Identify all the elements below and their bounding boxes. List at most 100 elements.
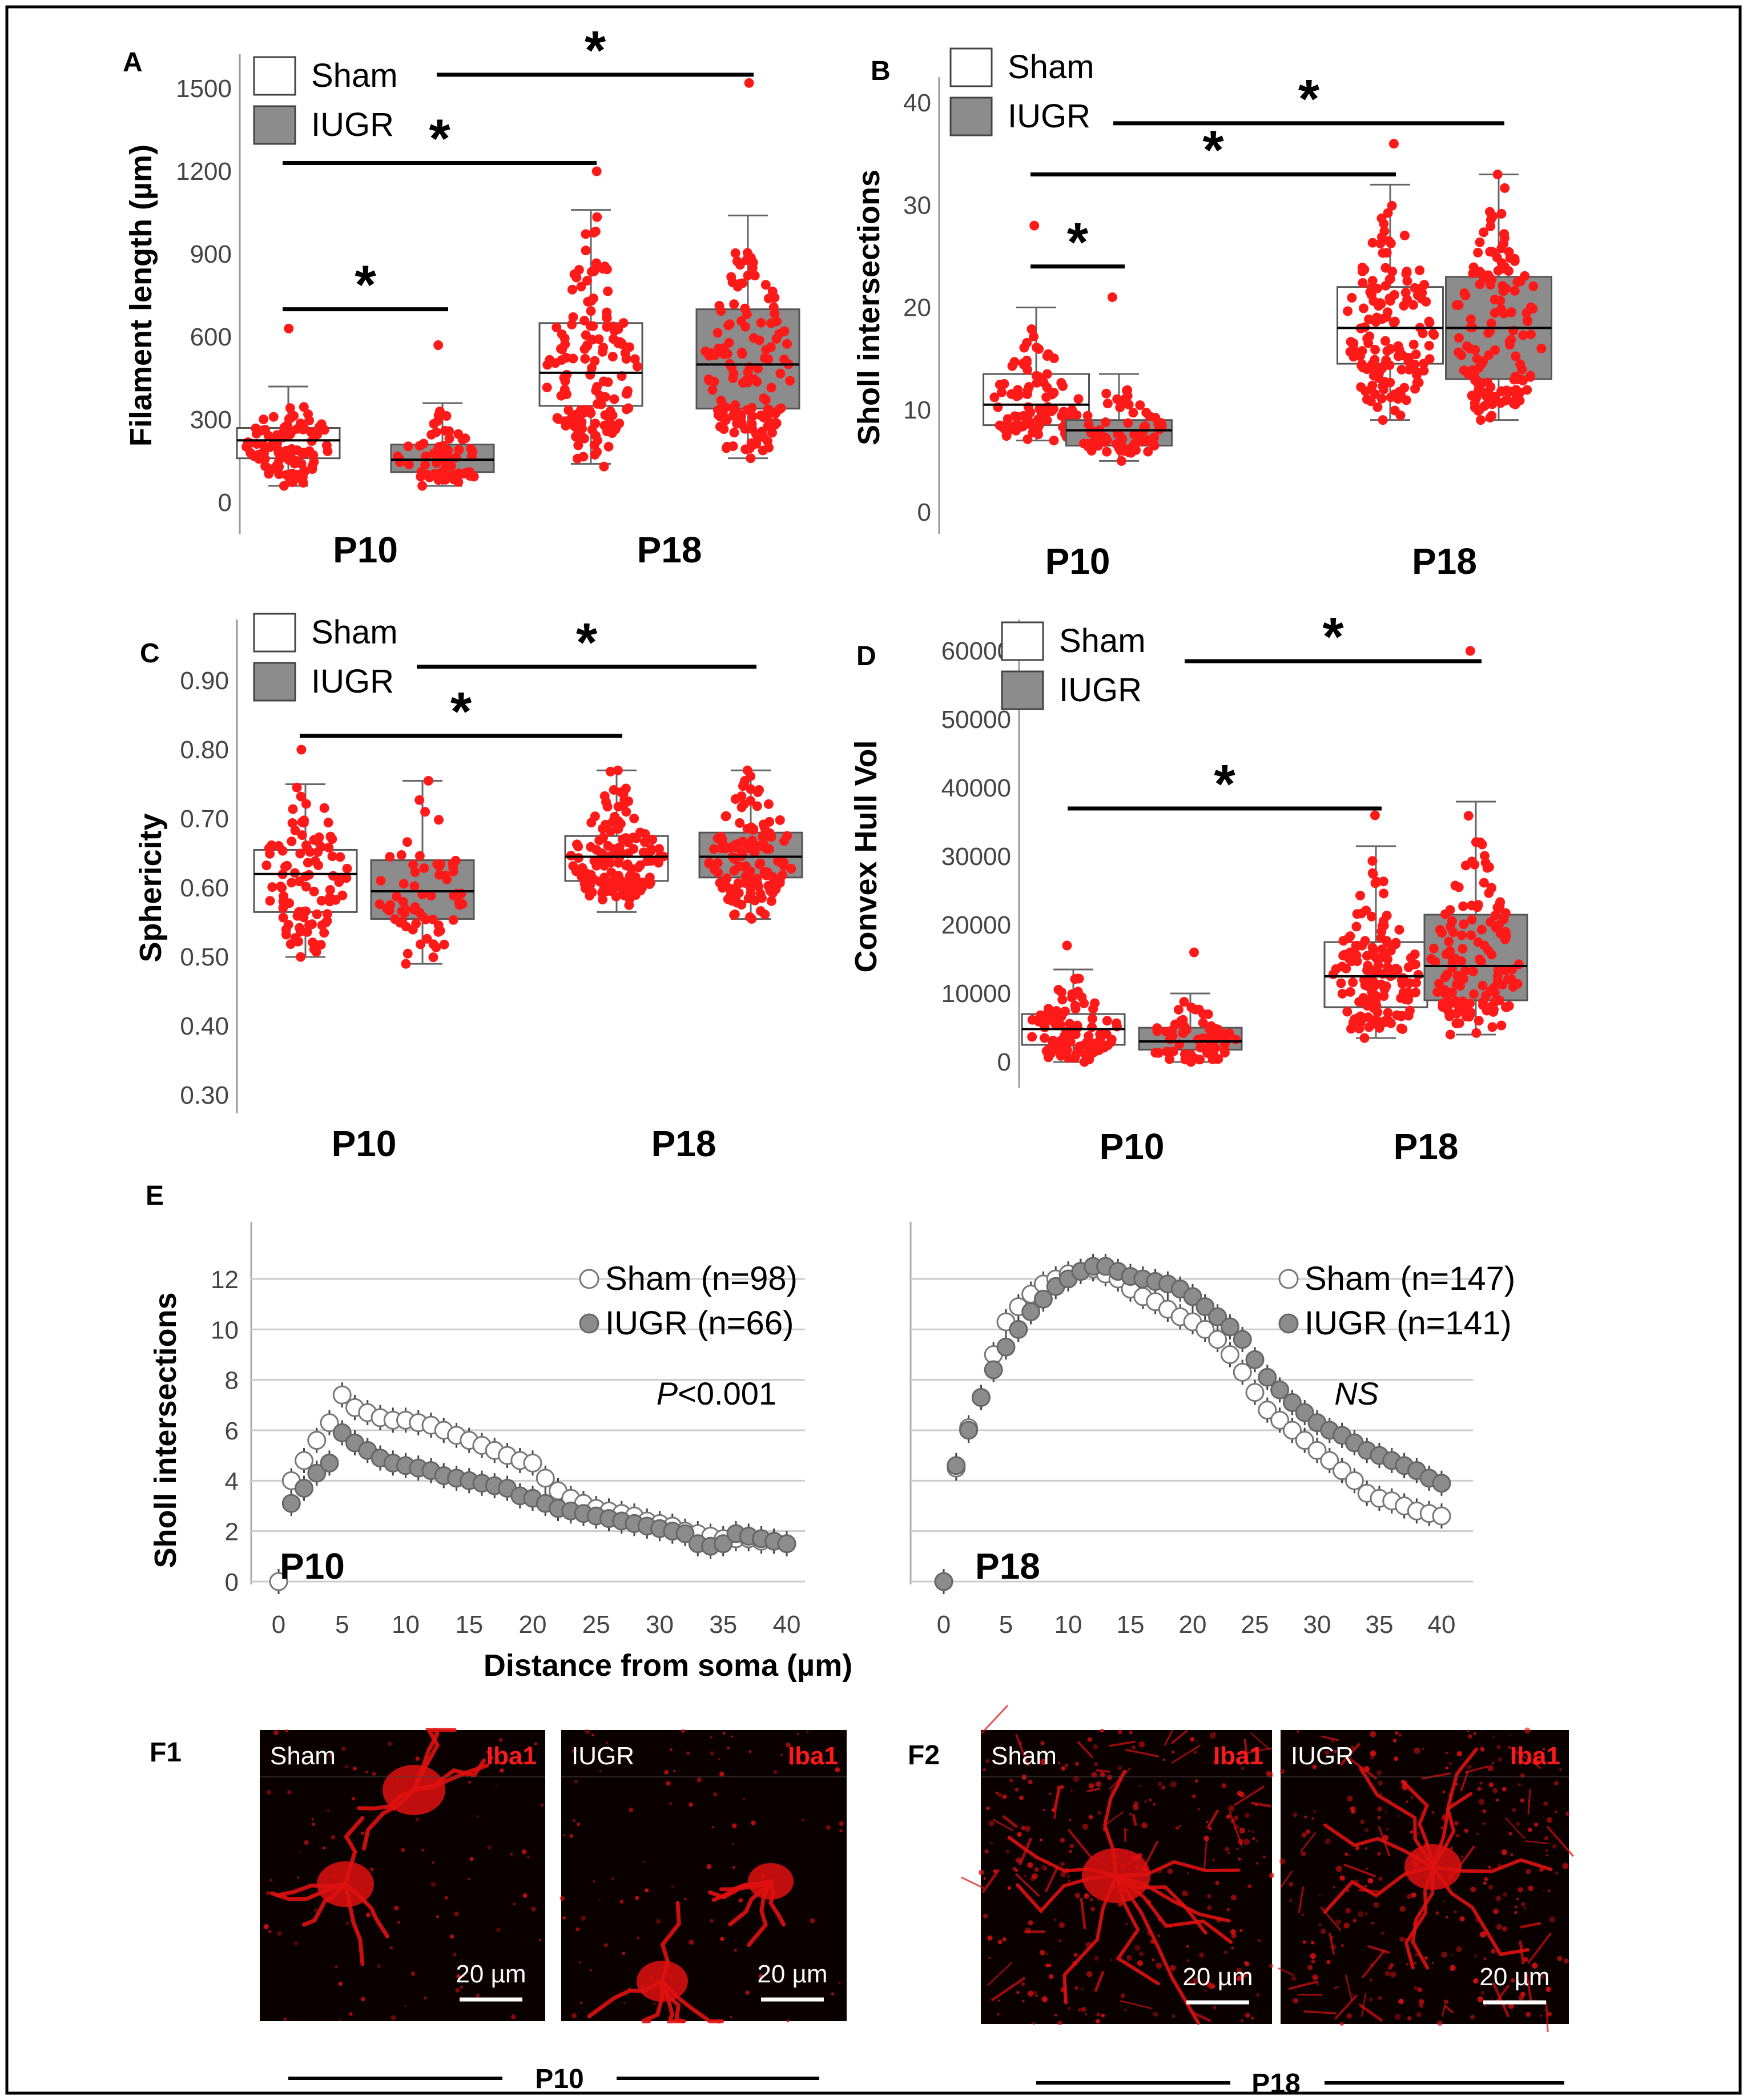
- speck: [706, 1864, 712, 1869]
- data-point: [1466, 314, 1476, 324]
- y-tick-label: 0.80: [180, 736, 229, 764]
- data-point: [1345, 931, 1355, 942]
- speck: [1296, 1729, 1300, 1733]
- data-point: [716, 306, 726, 316]
- data-point: [1496, 208, 1507, 219]
- data-point: [605, 766, 615, 777]
- speck: [1088, 1783, 1094, 1789]
- speck: [1333, 1749, 1337, 1753]
- speck: [1242, 1972, 1248, 1978]
- data-point: [1411, 987, 1421, 997]
- speck: [575, 1927, 580, 1932]
- data-point: [577, 424, 587, 434]
- speck: [1212, 1859, 1215, 1861]
- data-point: [754, 785, 764, 795]
- speck: [1552, 1844, 1557, 1849]
- speck: [1380, 1792, 1382, 1795]
- speck: [487, 1845, 492, 1850]
- data-point: [725, 891, 735, 902]
- data-point: [586, 870, 596, 880]
- data-point: [449, 474, 459, 485]
- data-point: [756, 317, 766, 328]
- data-point: [971, 1388, 991, 1407]
- data-point: [1418, 328, 1428, 339]
- process: [1001, 1815, 1018, 1828]
- speck: [1473, 1978, 1479, 1984]
- data-point: [260, 425, 271, 435]
- speck: [1213, 1760, 1218, 1765]
- speck: [1398, 1734, 1402, 1737]
- speck: [1289, 1881, 1294, 1887]
- speck: [1106, 1775, 1113, 1780]
- data-point: [420, 915, 430, 925]
- data-point: [771, 333, 782, 344]
- speck: [1016, 1990, 1020, 1994]
- speck: [1325, 1750, 1330, 1755]
- data-point: [1024, 416, 1034, 426]
- data-point: [1077, 992, 1087, 1002]
- data-point: [285, 413, 296, 423]
- legend-marker-sham: [579, 1269, 599, 1289]
- data-point: [561, 421, 571, 431]
- data-point: [277, 430, 287, 440]
- data-point: [1470, 403, 1480, 413]
- data-point: [1189, 947, 1199, 958]
- data-point: [1046, 1015, 1056, 1025]
- data-point: [609, 325, 619, 336]
- data-point: [1460, 860, 1471, 871]
- speck: [1521, 1902, 1525, 1906]
- data-point: [1375, 238, 1386, 248]
- data-point: [327, 834, 337, 844]
- speck: [1021, 1982, 1025, 1986]
- speck: [349, 2012, 353, 2016]
- data-point: [704, 858, 714, 868]
- data-point: [740, 424, 750, 434]
- data-point: [1258, 1401, 1277, 1420]
- speck: [1547, 2012, 1552, 2017]
- data-point: [307, 1463, 327, 1483]
- speck: [619, 1899, 624, 1904]
- process: [1527, 1788, 1531, 1815]
- speck: [397, 1921, 401, 1924]
- speck: [1483, 1881, 1487, 1885]
- data-point: [599, 262, 610, 272]
- data-point: [586, 842, 596, 852]
- speck: [496, 1927, 501, 1932]
- speck: [312, 1823, 316, 1826]
- data-point: [1205, 1047, 1215, 1057]
- speck: [313, 1908, 317, 1912]
- data-point: [1473, 247, 1483, 258]
- speck: [1424, 1956, 1428, 1960]
- data-point: [1481, 991, 1491, 1001]
- speck: [1206, 1905, 1212, 1910]
- data-point: [1410, 949, 1420, 959]
- speck: [285, 1729, 289, 1733]
- speck: [540, 1803, 544, 1807]
- data-point: [1087, 1022, 1097, 1032]
- data-point: [675, 1524, 695, 1543]
- data-point: [1220, 1317, 1239, 1337]
- speck: [1239, 1827, 1245, 1834]
- y-tick-label: 12: [211, 1266, 239, 1294]
- data-point: [758, 839, 768, 849]
- data-point: [1496, 1020, 1507, 1031]
- speck: [1301, 1913, 1305, 1916]
- process: [1362, 1949, 1386, 1978]
- process: [1015, 1733, 1029, 1767]
- speck: [1227, 1851, 1230, 1854]
- process: [1495, 1984, 1510, 2004]
- data-point: [599, 791, 610, 801]
- data-point: [997, 387, 1007, 397]
- speck: [1081, 1988, 1084, 1991]
- data-point: [292, 782, 302, 792]
- speck: [488, 1755, 493, 1761]
- speck: [1390, 1971, 1396, 1978]
- significance-star: *: [1202, 119, 1224, 180]
- data-point: [1358, 993, 1368, 1003]
- speck: [1443, 1900, 1446, 1902]
- speck: [1221, 1783, 1227, 1788]
- speck: [1318, 1894, 1321, 1896]
- y-tick-label: 0.90: [180, 667, 229, 695]
- data-point: [995, 380, 1005, 390]
- data-point: [1351, 940, 1361, 951]
